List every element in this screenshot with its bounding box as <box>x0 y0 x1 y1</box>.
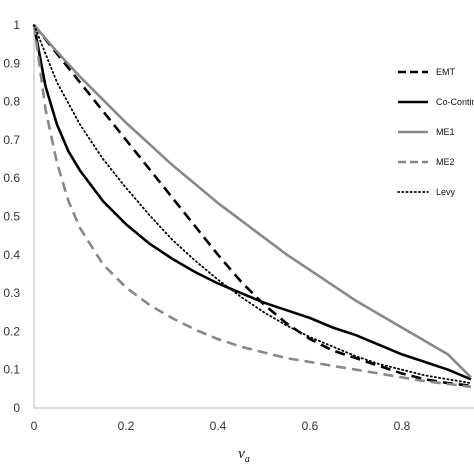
y-tick-label: 0.3 <box>3 286 20 300</box>
y-tick-label: 0.2 <box>3 324 20 338</box>
series-line-me1 <box>33 24 472 379</box>
y-tick-label: 0 <box>13 401 20 415</box>
legend: EMT Co-Contin ME1 ME2 Levy <box>397 67 474 197</box>
legend-label: Co-Contin <box>436 97 474 107</box>
legend-label: ME2 <box>436 157 455 167</box>
x-axis-label: va <box>238 446 250 465</box>
y-tick-label: 0.4 <box>3 248 20 262</box>
x-tick-label: 0.2 <box>118 419 135 433</box>
plot-area <box>33 25 474 409</box>
series-line-co-contin <box>32 24 472 381</box>
y-tick-label: 0.9 <box>3 56 20 70</box>
y-tick-label: 1 <box>13 18 20 32</box>
x-tick-label: 0 <box>31 419 38 433</box>
series-line-me2 <box>32 24 472 389</box>
y-tick-label: 0.6 <box>3 171 20 185</box>
x-tick-label: 0.8 <box>394 419 411 433</box>
x-axis-label-subscript: a <box>245 454 250 465</box>
series-line-emt <box>32 24 472 388</box>
x-axis-label-main: v <box>238 446 245 462</box>
series-line-levy <box>33 24 472 385</box>
y-tick-label: 0.1 <box>3 363 20 377</box>
y-tick-label: 0.8 <box>3 95 20 109</box>
x-tick-label: 0.4 <box>210 419 227 433</box>
legend-label: ME1 <box>436 127 455 137</box>
legend-label: Levy <box>436 187 456 197</box>
series-layer <box>32 24 472 389</box>
x-tick-label: 0.6 <box>302 419 319 433</box>
x-tick-labels: 0 0.2 0.4 0.6 0.8 <box>31 419 411 433</box>
y-tick-labels: 0 0.1 0.2 0.3 0.4 0.5 0.6 0.7 0.8 0.9 1 <box>3 18 20 415</box>
y-tick-label: 0.7 <box>3 133 20 147</box>
legend-label: EMT <box>436 67 456 77</box>
y-tick-label: 0.5 <box>3 210 20 224</box>
